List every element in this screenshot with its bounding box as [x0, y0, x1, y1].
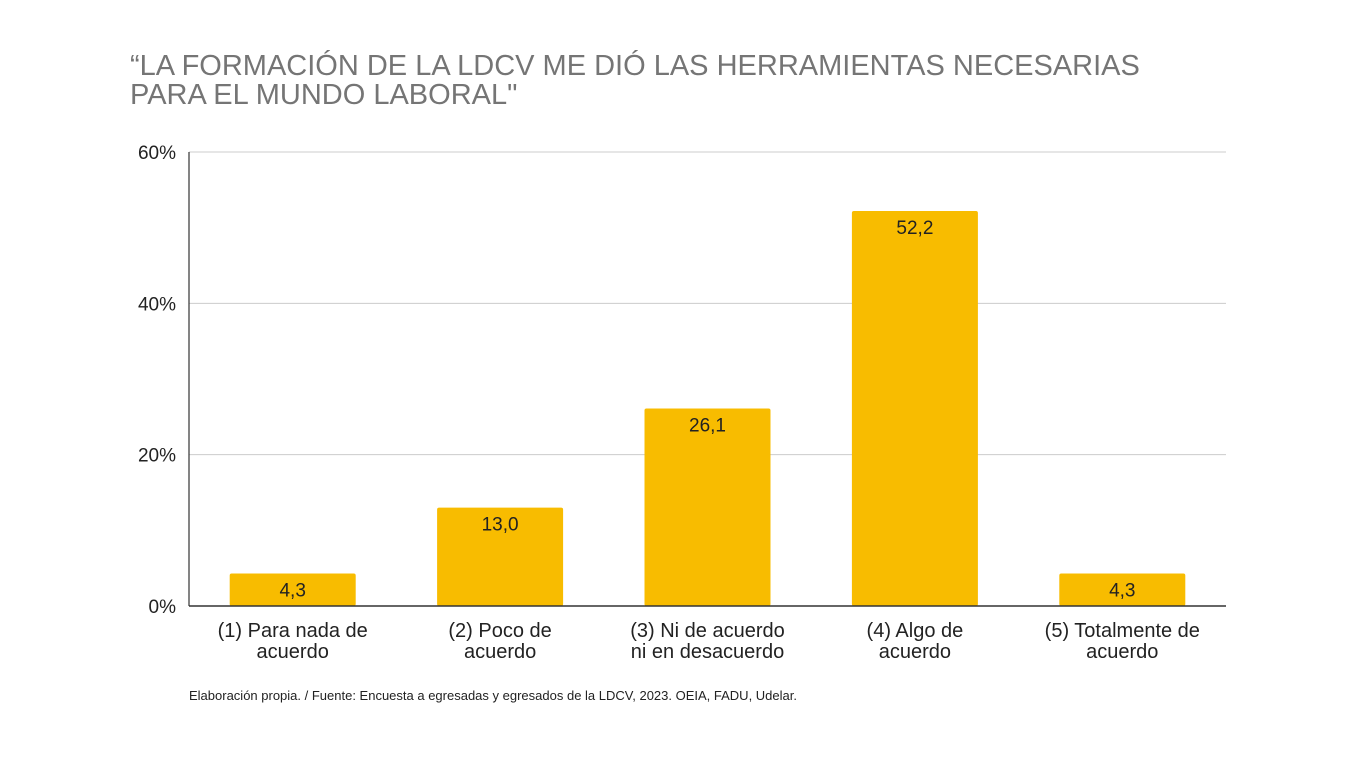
x-tick-label: acuerdo — [257, 641, 329, 663]
bar — [1059, 573, 1186, 606]
x-tick-label: acuerdo — [879, 641, 951, 663]
bar — [644, 408, 771, 606]
source-note: Elaboración propia. / Fuente: Encuesta a… — [189, 688, 797, 703]
x-tick-label: acuerdo — [464, 641, 536, 663]
x-tick-label: (2) Poco de — [448, 620, 551, 642]
x-tick-label: (1) Para nada de — [218, 620, 368, 642]
x-tick-label: ni en desacuerdo — [631, 641, 784, 663]
chart-title-line-1: “LA FORMACIÓN DE LA LDCV ME DIÓ LAS HERR… — [130, 50, 1140, 82]
chart-title: “LA FORMACIÓN DE LA LDCV ME DIÓ LAS HERR… — [130, 52, 1280, 110]
chart-title-line-2: PARA EL MUNDO LABORAL" — [130, 79, 518, 111]
y-tick-label: 40% — [138, 294, 176, 315]
data-label: 4,3 — [1109, 580, 1135, 601]
data-label: 13,0 — [482, 515, 519, 536]
bar — [851, 211, 978, 606]
x-tick-label: (3) Ni de acuerdo — [630, 620, 785, 642]
y-tick-label: 20% — [138, 446, 176, 467]
y-tick-label: 0% — [149, 597, 177, 618]
bar — [437, 507, 564, 606]
x-tick-label: (5) Totalmente de — [1045, 620, 1200, 642]
bar — [229, 573, 356, 606]
x-tick-label: acuerdo — [1086, 641, 1158, 663]
data-label: 4,3 — [279, 580, 305, 601]
data-label: 26,1 — [689, 416, 726, 437]
data-label: 52,2 — [896, 218, 933, 239]
y-tick-label: 60% — [138, 143, 176, 164]
x-tick-label: (4) Algo de — [867, 620, 964, 642]
